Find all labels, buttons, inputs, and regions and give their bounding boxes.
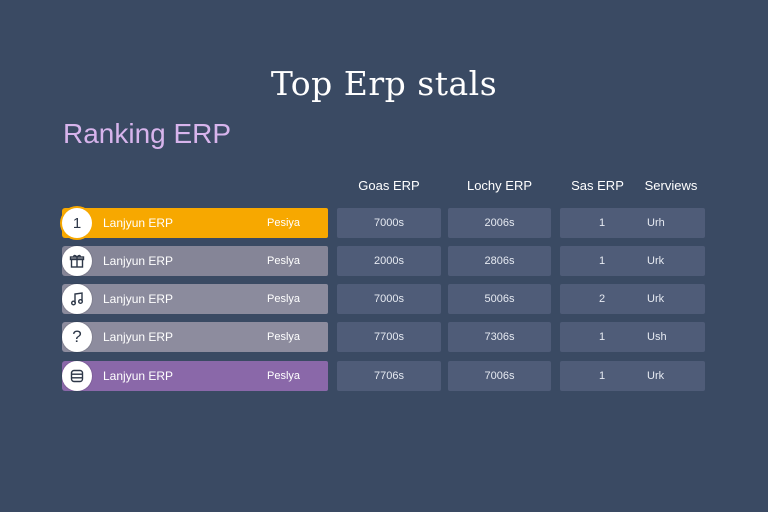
goas-value: 2000s (337, 246, 441, 276)
sas-cell: 1 Ush (560, 322, 705, 352)
name-bar (62, 322, 328, 352)
goas-value: 7000s (337, 284, 441, 314)
lochy-value: 5006s (448, 284, 551, 314)
music-note-icon (62, 284, 92, 314)
erp-sub: Peslya (267, 293, 301, 305)
service-value: Urk (647, 293, 665, 305)
table-row[interactable]: Lanjyun ERP Peslya 7000s 5006s 2 Urk (0, 284, 768, 314)
number-one-icon: 1 (62, 208, 92, 238)
lochy-value: 7306s (448, 322, 551, 352)
section-title: Ranking ERP (63, 118, 232, 149)
erp-name: Lanjyun ERP (103, 369, 174, 383)
sas-cell: 1 Urh (560, 208, 705, 238)
table-row[interactable]: Lanjyun ERP Peslya 7706s 7006s 1 Urk (0, 361, 768, 391)
service-value: Ush (647, 331, 667, 343)
table-row[interactable]: ? Lanjyun ERP Peslya 7700s 7306s 1 Ush (0, 322, 768, 352)
sas-rank: 1 (598, 255, 606, 267)
name-bar (62, 284, 328, 314)
column-header-goas: Goas ERP (358, 178, 420, 193)
question-mark-icon: ? (62, 322, 92, 352)
erp-sub: Peslya (267, 255, 301, 267)
erp-name: Lanjyun ERP (103, 330, 174, 344)
sas-rank: 1 (598, 217, 606, 229)
erp-name: Lanjyun ERP (103, 292, 174, 306)
erp-name: Lanjyun ERP (103, 254, 174, 268)
erp-sub: Peslya (267, 331, 301, 343)
goas-value: 7000s (337, 208, 441, 238)
service-value: Urk (647, 255, 665, 267)
goas-value: 7706s (337, 361, 441, 391)
sas-cell: 1 Urk (560, 246, 705, 276)
lochy-value: 2806s (448, 246, 551, 276)
erp-name: Lanjyun ERP (103, 216, 174, 230)
sas-cell: 2 Urk (560, 284, 705, 314)
goas-value: 7700s (337, 322, 441, 352)
table-row[interactable]: Lanjyun ERP Peslya 2000s 2806s 1 Urk (0, 246, 768, 276)
badge-number: 1 (72, 214, 82, 232)
name-bar (62, 361, 328, 391)
sas-rank: 1 (598, 331, 606, 343)
column-header-services: Serviews (644, 178, 698, 193)
column-header-sas: Sas ERP (571, 178, 624, 193)
table-row[interactable]: 1 Lanjyun ERP Pesiya 7000s 2006s 1 Urh (0, 208, 768, 238)
column-header-lochy: Lochy ERP (466, 178, 533, 193)
lochy-value: 2006s (448, 208, 551, 238)
name-bar (62, 208, 328, 238)
gift-box-icon (62, 246, 92, 276)
badge-symbol: ? (72, 327, 82, 346)
lochy-value: 7006s (448, 361, 551, 391)
sas-rank: 2 (598, 293, 606, 305)
sas-cell: 1 Urk (560, 361, 705, 391)
page-title: Top Erp stals (270, 64, 498, 103)
service-value: Urh (647, 217, 665, 229)
erp-sub: Peslya (267, 370, 301, 382)
database-icon (62, 361, 92, 391)
name-bar (62, 246, 328, 276)
sas-rank: 1 (598, 370, 606, 382)
erp-sub: Pesiya (267, 217, 301, 229)
service-value: Urk (647, 370, 665, 382)
